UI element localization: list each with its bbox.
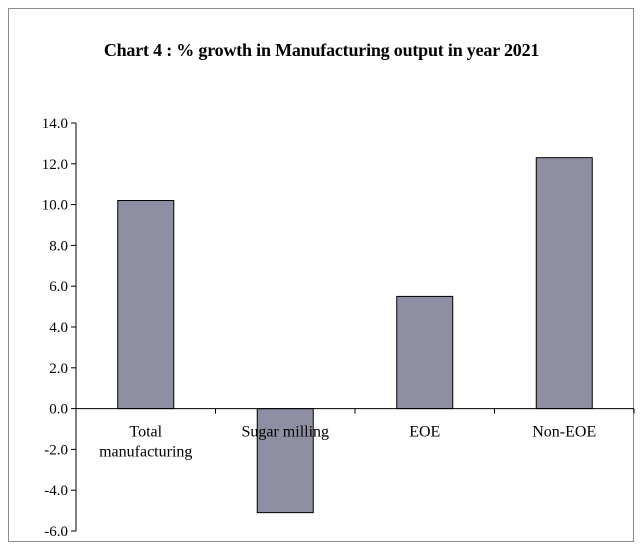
bar-1 xyxy=(256,408,314,514)
y-tick-label: -4.0 xyxy=(44,483,68,499)
bars-group xyxy=(117,157,593,514)
y-tick-label: -2.0 xyxy=(44,442,68,458)
y-tick-label: -6.0 xyxy=(44,524,68,540)
y-tick-label: 4.0 xyxy=(49,320,68,336)
x-labels-group: Total manufacturing Sugar milling EOE Non-EO… xyxy=(99,424,596,461)
y-tick-label: 14.0 xyxy=(42,116,68,132)
y-tick-label: 8.0 xyxy=(49,238,68,254)
chart-frame xyxy=(8,8,634,542)
y-tick-label: 10.0 xyxy=(42,198,68,214)
y-tick-label: 12.0 xyxy=(42,157,68,173)
bar-3 xyxy=(535,157,593,410)
y-tick-label: 0.0 xyxy=(49,402,68,418)
bar-0 xyxy=(117,200,175,410)
y-tick-label: 6.0 xyxy=(49,279,68,295)
bar-2 xyxy=(396,295,454,410)
x-category-label: Total xyxy=(129,424,162,441)
y-ticks-group: 14.0 12.0 10.0 8.0 6.0 4.0 2.0 0.0 -2.0 -4.0 -6.0 xyxy=(42,116,76,540)
x-category-label: Non-EOE xyxy=(532,424,596,441)
x-category-label: manufacturing xyxy=(99,444,192,461)
y-tick-label: 2.0 xyxy=(49,361,68,377)
x-category-label: Sugar milling xyxy=(241,424,329,441)
chart-title: Chart 4 : % growth in Manufacturing outp… xyxy=(103,40,540,60)
x-category-label: EOE xyxy=(409,424,440,441)
